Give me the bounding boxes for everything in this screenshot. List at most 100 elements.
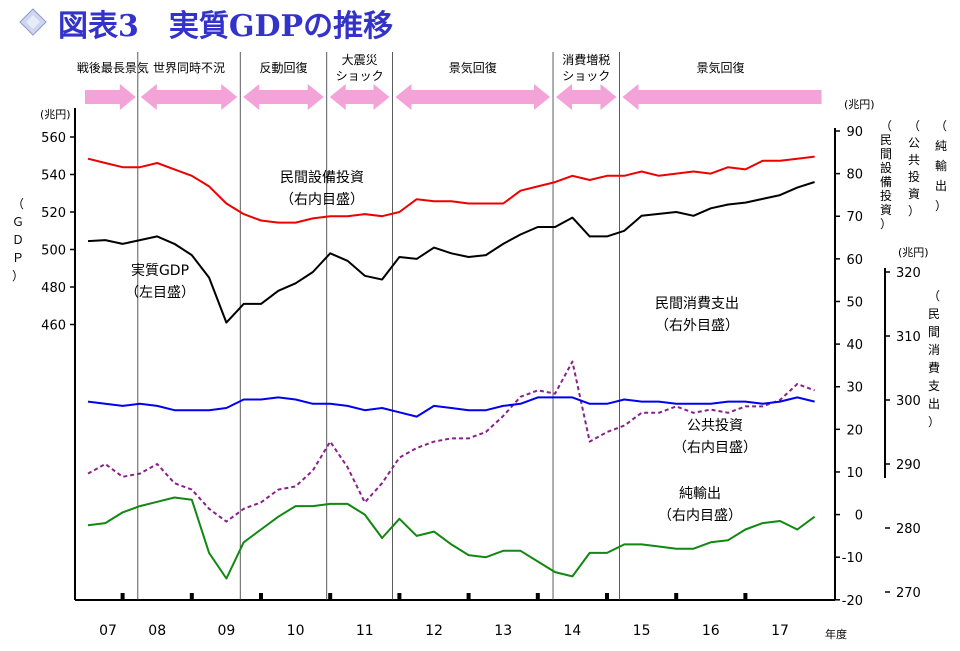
year-tick-label: 11 [356,623,374,639]
netexport-vertical-label: （ 純輸出 ） [935,119,947,213]
left-vertical-label-char: ） [12,269,24,283]
left-tick-label: 540 [41,169,66,184]
right-tick-label: 70 [846,210,863,225]
left-vertical-label-char: Ｇ [12,215,24,229]
capex-vertical-label-char: 備 [880,174,892,189]
outer-tick-label: 300 [896,394,921,409]
capex-vertical-label: （民間設備投資） [880,119,892,231]
year-tick-label: 07 [99,623,117,639]
capex-vertical-label-char: 間 [880,147,892,161]
capex-vertical-label-char: ） [880,217,892,231]
public-annotation: 公共投資 （右内目盛） [673,418,757,456]
right-outer-unit: (兆円) [898,246,929,259]
phase-arrow [395,84,551,110]
capex-annotation-name: 民間設備投資 [280,170,364,186]
phase-label: 反動回復 [259,60,307,75]
right-tick-label: 80 [846,168,863,183]
phase-label-text: 世界同時不況 [153,60,225,75]
series-line [87,360,815,523]
public-vertical-label: （ 公共投資 ） [908,119,920,218]
netexport-vertical-label-char: （ [935,119,947,133]
year-unit: 年度 [825,627,847,641]
year-tick-label: 10 [287,623,305,639]
phase-label: 戦後最長景気 [77,60,149,75]
year-tick-label: 12 [425,623,443,639]
year-marker [605,593,609,600]
series-line [87,181,815,324]
series-annotations: 実質GDP （左目盛） 民間設備投資 （右内目盛） 民間消費支出 （右外目盛） 公共投資 （右… [125,170,757,524]
series-line [87,155,815,224]
public-vertical-label-char: 投 [908,169,920,184]
year-tick-label: 15 [633,623,651,639]
public-vertical-label-char: 公 [908,136,920,150]
year-marker [397,593,402,600]
capex-annotation-scale: （右内目盛） [280,192,364,208]
left-tick-label: 480 [41,281,66,296]
netexport-annotation-scale: （右内目盛） [658,508,742,524]
left-vertical-label-char: Ｄ [12,233,24,247]
public-annotation-name: 公共投資 [687,418,743,434]
phase-label-text: 景気回復 [696,60,744,75]
phase-label-text: ショック [562,69,610,83]
phase-label-text: 戦後最長景気 [77,60,149,75]
consumption-vertical-label-char: 支 [928,379,940,393]
left-tick-label: 460 [41,319,66,334]
outer-tick-label: 320 [896,266,921,281]
capex-vertical-label-char: 設 [880,160,892,175]
year-tick-label: 09 [217,623,235,639]
year-tick-label: 14 [563,623,581,639]
consumption-annotation: 民間消費支出 （右外目盛） [655,296,739,334]
year-marker [743,593,748,600]
phase-arrow [556,84,617,110]
public-vertical-label-char: 資 [908,187,920,201]
year-tick-label: 13 [494,623,512,639]
capex-vertical-label-char: （ [880,119,892,133]
right-inner-unit: (兆円) [844,98,875,111]
public-vertical-label-char: （ [908,119,920,133]
netexport-annotation: 純輸出 （右内目盛） [658,486,742,524]
series-line [87,496,816,580]
phase-label-text: ショック [336,69,384,83]
public-vertical-label-char: 共 [908,153,920,167]
capex-vertical-label-char: 資 [880,203,892,217]
right-tick-label: 50 [846,295,863,310]
left-vertical-label: （ ＧＤＰ ） [12,197,24,283]
series-line [87,396,815,418]
diamond-icon-inner [26,15,40,29]
phase-label-text: 大震災 [342,53,378,67]
consumption-annotation-scale: （右外目盛） [655,318,739,334]
right-tick-label: -10 [842,551,863,566]
right-tick-label: 0 [855,509,863,524]
right-tick-label: 20 [846,423,863,438]
consumption-vertical-label-char: 間 [928,325,940,339]
consumption-vertical-label-char: 消 [928,343,940,357]
series-lines [87,155,816,580]
capex-vertical-label-char: 投 [880,188,892,203]
consumption-vertical-label-char: ） [928,415,940,429]
left-unit: (兆円) [40,108,71,121]
phase-label-text: 消費増税 [562,52,610,67]
year-marker [674,593,679,600]
right-tick-label: 90 [846,125,863,140]
consumption-vertical-label-char: 出 [928,397,940,411]
outer-tick-label: 290 [896,458,921,473]
phase-label: 世界同時不況 [153,60,225,75]
consumption-vertical-label-char: 費 [928,360,940,375]
year-marker [189,593,194,600]
left-tick-label: 500 [41,244,66,259]
consumption-annotation-name: 民間消費支出 [655,296,739,312]
netexport-vertical-label-char: ） [935,199,947,213]
chart-title: 図表3 実質GDPの推移 [58,9,393,44]
phase-arrow [622,84,822,110]
gdp-annotation: 実質GDP （左目盛） [125,263,195,301]
public-vertical-label-char: ） [908,204,920,218]
year-tick-label: 17 [771,623,789,639]
netexport-vertical-label-char: 輸 [935,158,947,173]
netexport-annotation-name: 純輸出 [679,486,721,502]
capex-vertical-label-char: 民 [880,133,892,147]
year-marker [259,593,263,600]
year-marker [328,593,333,600]
